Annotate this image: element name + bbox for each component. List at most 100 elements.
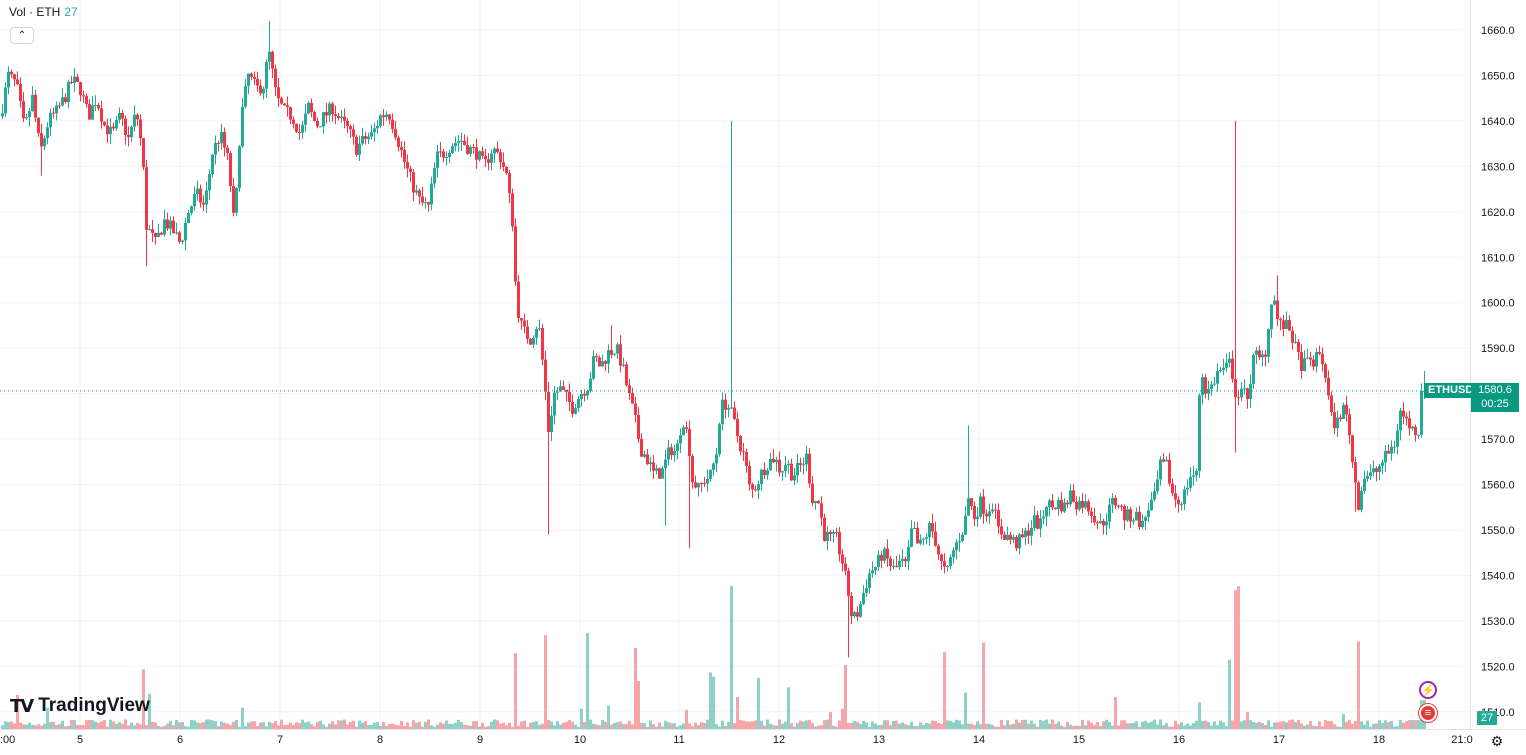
volume-bar	[1171, 726, 1174, 729]
volume-bar	[163, 725, 166, 729]
volume-bar	[892, 720, 895, 729]
volume-bar	[781, 723, 784, 729]
candle-body	[1027, 530, 1030, 536]
volume-bar	[898, 723, 901, 729]
volume-bar	[778, 719, 781, 729]
candle-body	[511, 193, 514, 227]
candle-body	[517, 281, 520, 319]
candle-body	[367, 136, 370, 140]
candle-body	[277, 87, 280, 99]
candle-body	[778, 459, 781, 473]
volume-bar	[1240, 721, 1243, 729]
candle-body	[853, 612, 856, 617]
candle-body	[841, 554, 844, 564]
volume-bar	[532, 721, 535, 729]
candle-body	[1375, 468, 1378, 472]
time-tick-label: 11	[673, 734, 684, 746]
tradingview-logo[interactable]: TV TradingView	[10, 695, 150, 717]
collapse-legend-button[interactable]: ⌃	[10, 27, 34, 44]
volume-bar	[742, 720, 745, 729]
candle-body	[13, 74, 16, 80]
volume-bar	[1372, 723, 1375, 729]
candle-body	[835, 531, 838, 533]
candle-body	[1066, 502, 1069, 505]
candle-body	[1174, 493, 1177, 500]
lightning-icon[interactable]: ⚡	[1419, 681, 1437, 699]
candle-body	[241, 106, 244, 147]
candle-body	[997, 510, 1000, 527]
volume-bar	[595, 724, 598, 729]
volume-bar	[1105, 719, 1108, 729]
candle-body	[874, 567, 877, 571]
volume-bar	[331, 721, 334, 729]
candle-body	[964, 515, 967, 535]
candle-body	[34, 94, 37, 118]
candle-body	[385, 114, 388, 118]
candle-body	[736, 418, 739, 437]
volume-bar	[28, 722, 31, 729]
candle-body	[133, 114, 136, 127]
volume-bar	[265, 726, 268, 729]
candle-body	[103, 121, 106, 126]
candle-body	[325, 112, 328, 116]
candle-body	[625, 364, 628, 386]
time-axis[interactable]: :00 5 6 7 8 9 10 11 12 13 14 15 16 17 18 21:0	[0, 734, 1473, 746]
volume-bar	[559, 724, 562, 729]
candle-body	[67, 81, 70, 103]
volume-bar	[445, 720, 448, 729]
candle-body	[679, 435, 682, 444]
volume-bar	[766, 719, 769, 729]
volume-bar	[757, 677, 760, 729]
volume-bar	[817, 725, 820, 729]
volume-bar	[529, 723, 532, 729]
volume-bar	[598, 725, 601, 729]
us-flag-icon[interactable]: ≡	[1419, 704, 1437, 722]
candle-body	[523, 320, 526, 327]
candle-body	[403, 150, 406, 162]
candle-body	[661, 468, 664, 479]
candle-body	[415, 190, 418, 193]
candle-body	[343, 116, 346, 121]
candle-body	[889, 558, 892, 566]
candle-body	[1129, 509, 1132, 522]
volume-bar	[493, 719, 496, 729]
candle-body	[994, 509, 997, 511]
volume-bar	[46, 707, 49, 729]
settings-gear-icon[interactable]: ⚙	[1490, 733, 1504, 749]
candle-body	[1060, 499, 1063, 512]
candle-body	[148, 229, 151, 231]
tradingview-logo-text: TradingView	[38, 695, 150, 716]
candle-body	[1150, 499, 1153, 511]
candle-body	[943, 561, 946, 567]
candle-body	[1336, 417, 1339, 429]
volume-bar	[367, 725, 370, 729]
volume-bar	[1405, 721, 1408, 729]
volume-bar	[76, 725, 79, 729]
price-axis[interactable]: 1510.01520.01530.01540.01550.01560.01570…	[1481, 25, 1515, 719]
price-tick-label: 1610.0	[1481, 252, 1515, 264]
volume-bar	[484, 726, 487, 729]
candle-body	[208, 174, 211, 191]
candle-body	[760, 469, 763, 485]
volume-bar	[319, 720, 322, 729]
candle-body	[1000, 526, 1003, 535]
candle-body	[607, 350, 610, 364]
volume-bar	[1123, 720, 1126, 729]
volume-bar	[1330, 721, 1333, 729]
candle-body	[406, 161, 409, 169]
volume-bar	[373, 722, 376, 729]
candle-body	[37, 117, 40, 134]
candle-body	[346, 120, 349, 127]
volume-bar	[1138, 726, 1141, 729]
candle-body	[1171, 483, 1174, 494]
candle-body	[751, 484, 754, 490]
volume-bar	[448, 723, 451, 729]
volume-bar	[1222, 722, 1225, 729]
volume-bar	[580, 708, 583, 729]
volume-bar	[868, 726, 871, 729]
candle-body	[61, 97, 64, 106]
volume-bar	[466, 725, 469, 729]
volume-bar	[814, 726, 817, 729]
tradingview-logo-mark: TV	[10, 695, 34, 717]
